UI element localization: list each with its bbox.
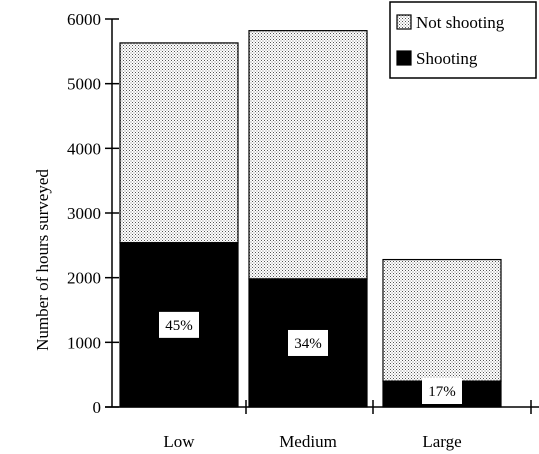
data-label-box-medium — [288, 329, 328, 356]
bar-not-shooting-low — [119, 42, 239, 244]
bar-not-shooting-large — [382, 258, 502, 382]
data-label-low: 45% — [165, 318, 193, 334]
y-tick-label-6000: 6000 — [67, 10, 101, 29]
legend: Not shooting Shooting — [389, 1, 537, 79]
x-tick-label-low: Low — [163, 432, 195, 451]
bar-not-shooting-medium — [248, 30, 368, 280]
y-tick-label-0: 0 — [93, 398, 102, 417]
x-tick-label-large: Large — [422, 432, 461, 451]
data-label-large: 17% — [428, 384, 456, 400]
data-label-medium: 34% — [294, 336, 322, 352]
data-label-box-low — [159, 311, 199, 338]
y-tick-label-1000: 1000 — [67, 333, 101, 352]
legend-label-shooting: Shooting — [416, 49, 478, 68]
x-tick-label-medium: Medium — [279, 432, 337, 451]
y-tick-label-3000: 3000 — [67, 204, 101, 223]
axes-layer: Low Medium Large 0 1000 2000 3000 4000 5000 6000 — [67, 10, 539, 451]
legend-label-not-shooting: Not shooting — [416, 13, 505, 32]
legend-box — [389, 1, 537, 79]
bars-layer: 45% 34% 17% — [119, 30, 502, 408]
y-tick-label-5000: 5000 — [67, 75, 101, 94]
y-tick-label-2000: 2000 — [67, 269, 101, 288]
data-label-box-large — [422, 378, 462, 404]
legend-swatch-shooting — [396, 50, 412, 66]
legend-swatch-not-shooting — [396, 14, 412, 30]
y-tick-label-4000: 4000 — [67, 139, 101, 158]
y-axis-title: Number of hours surveyed — [33, 169, 52, 351]
